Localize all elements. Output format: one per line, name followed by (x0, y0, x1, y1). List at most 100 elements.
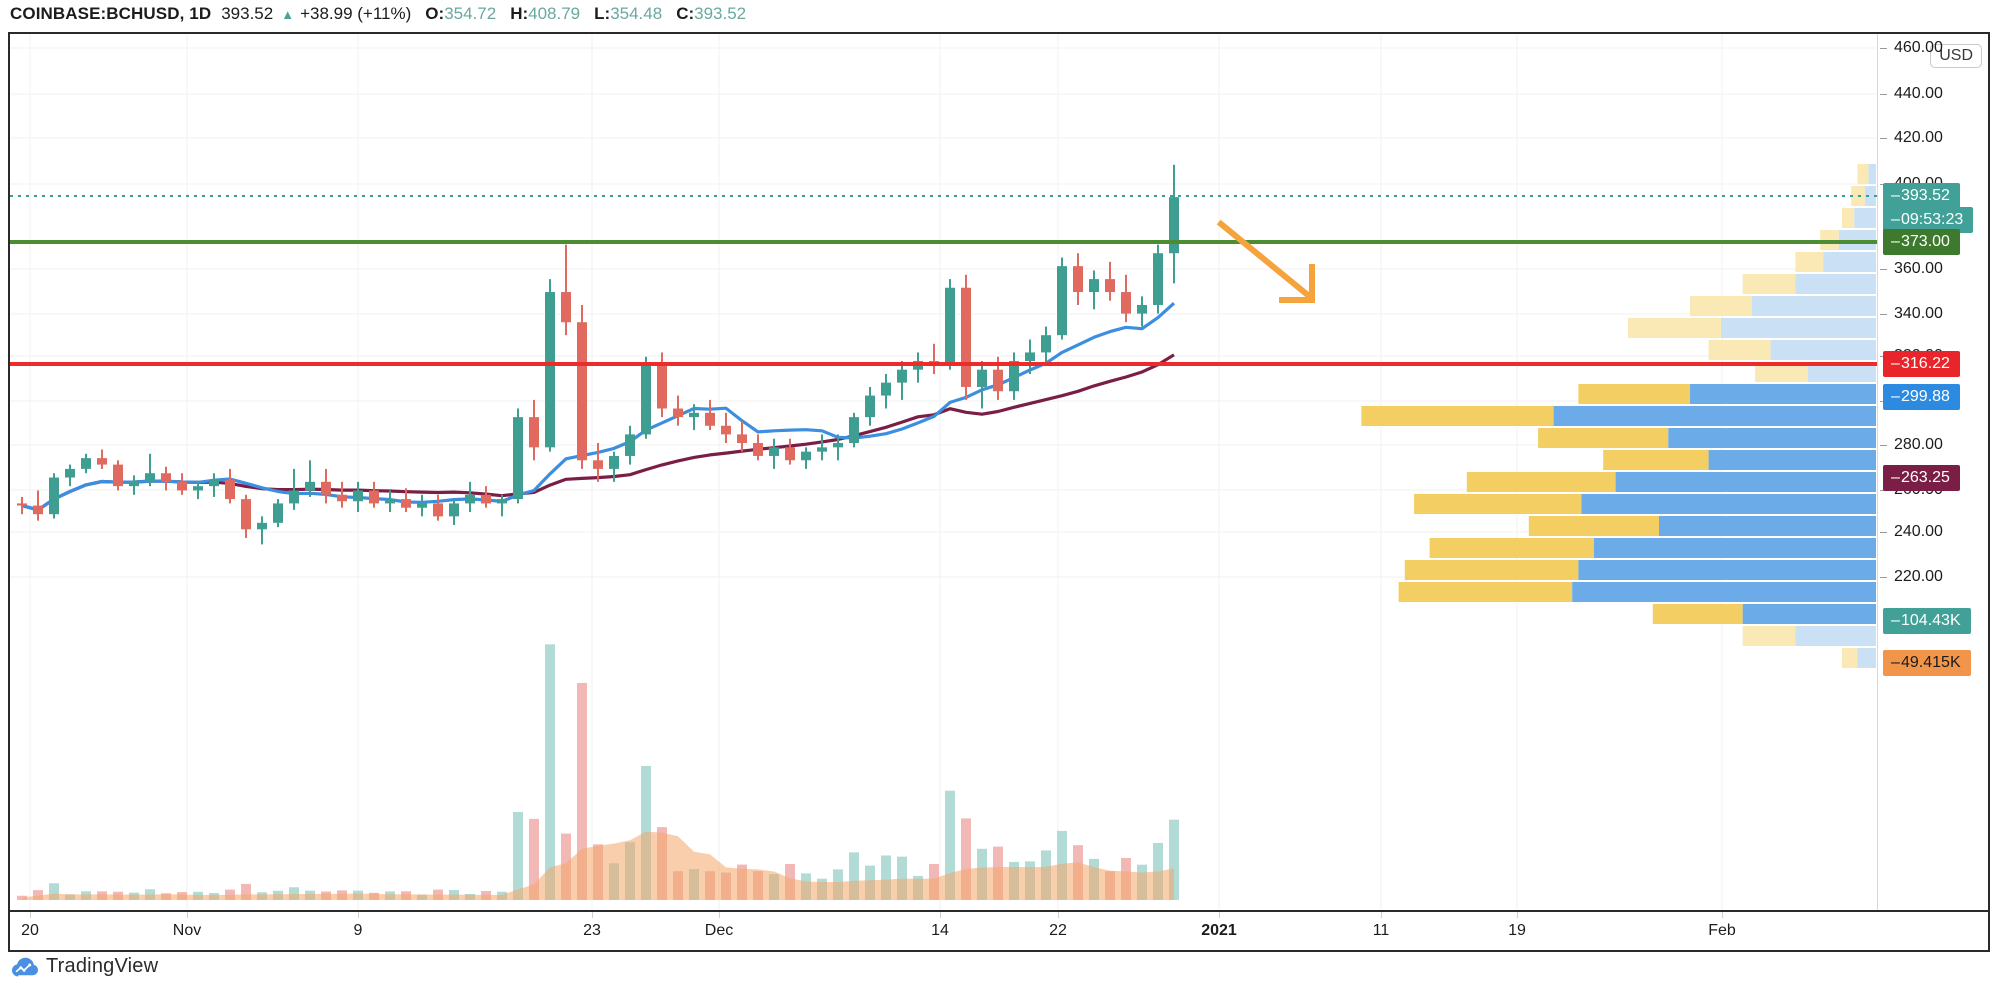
candle-body (385, 499, 395, 504)
candle-body (1073, 266, 1083, 293)
price-axis-label: 280.00 (1894, 436, 1943, 453)
time-axis-label: 11 (1372, 922, 1390, 939)
high-label: H: (510, 4, 529, 23)
last-price-badge[interactable]: –393.52 (1883, 183, 1960, 209)
time-axis[interactable]: 20 Nov 9 23 Dec 14 22 2021 11 19 Feb (8, 912, 1990, 952)
arrow-shaft (1216, 219, 1314, 301)
time-axis-label: Dec (704, 922, 734, 939)
volume-profile-bar-buy (1615, 472, 1876, 492)
orange-arrow-annotation[interactable] (1216, 219, 1315, 303)
volume-bar (289, 887, 299, 900)
ohlc-high: H:408.79 (510, 4, 580, 24)
close-value: 393.52 (694, 4, 747, 23)
candle-body (65, 468, 75, 478)
volume-profile-bar-sell (1404, 560, 1579, 580)
tradingview-branding: TradingView (12, 955, 158, 978)
volume-profile-bar-sell (1628, 318, 1721, 338)
green-level-badge[interactable]: –373.00 (1883, 229, 1960, 255)
candle-body (881, 382, 891, 396)
candle-body (49, 477, 59, 515)
candle-body (961, 287, 971, 387)
price-axis-tick (1880, 532, 1887, 533)
candle-body (465, 494, 475, 504)
volume-profile-bar-sell (1578, 384, 1690, 404)
price-axis-label: 220.00 (1894, 568, 1943, 585)
red-level-badge[interactable]: –316.22 (1883, 351, 1960, 377)
candle-body (993, 369, 1003, 392)
candle-body (369, 490, 379, 504)
candle-body (177, 481, 187, 491)
candle-body (817, 447, 827, 452)
volume-profile-bar-buy (1578, 560, 1876, 580)
volume-profile-bar-sell (1857, 164, 1869, 184)
price-axis-label: 440.00 (1894, 85, 1943, 102)
volume-ma-badge[interactable]: –49.415K (1883, 650, 1971, 676)
time-axis-label: Nov (172, 922, 202, 939)
candle-body (1121, 292, 1131, 314)
volume-bar (881, 855, 891, 900)
currency-badge[interactable]: USD (1930, 44, 1982, 68)
volume-profile-bar-buy (1572, 582, 1876, 602)
candle-body (865, 395, 875, 418)
candle-body (689, 412, 699, 418)
price-axis[interactable]: USD 460.00440.00420.00400.00360.00340.00… (1877, 34, 1988, 910)
arrow-head (1279, 264, 1315, 303)
time-axis-label: 2021 (1201, 922, 1237, 939)
candle-body (337, 494, 347, 502)
open-label: O: (425, 4, 445, 23)
time-axis-tick (1517, 912, 1518, 918)
volume-profile-bar-buy (1857, 648, 1876, 668)
candle-body (417, 503, 427, 508)
candle-body (849, 417, 859, 444)
countdown-badge[interactable]: –09:53:23 (1883, 207, 1974, 233)
volume-bar (545, 644, 555, 900)
volume-profile-bar-buy (1721, 318, 1876, 338)
blue-ma-badge[interactable]: –299.88 (1883, 384, 1960, 410)
volume-bar (241, 883, 251, 900)
candle-body (545, 292, 555, 448)
volume-profile-bar-buy (1553, 406, 1876, 426)
volume-profile-bar-buy (1854, 208, 1876, 228)
chart-plot-area[interactable] (10, 34, 1878, 910)
volume-bar (945, 790, 955, 900)
volume-profile-bar-buy (1668, 428, 1876, 448)
time-axis-tick (358, 912, 359, 918)
candle-body (353, 490, 363, 502)
tradingview-cloud-icon (12, 957, 38, 976)
volume-bar (513, 811, 523, 900)
ohlc-close: C:393.52 (676, 4, 746, 24)
last-price-value: 393.52 (221, 4, 274, 23)
time-axis-tick (1722, 912, 1723, 918)
symbol-label[interactable]: COINBASE:BCHUSD, 1D (10, 4, 212, 23)
volume-profile-bar-sell (1755, 362, 1808, 382)
price-axis-tick (1880, 138, 1887, 139)
time-axis-label: Feb (1708, 922, 1736, 939)
volume-profile-bar-sell (1538, 428, 1669, 448)
volume-profile-bar-sell (1708, 340, 1771, 360)
volume-profile-bar-buy (1690, 384, 1876, 404)
purple-ma-badge[interactable]: –263.25 (1883, 465, 1960, 491)
candle-body (1105, 279, 1115, 293)
candlestick-plot[interactable] (10, 34, 1878, 910)
volume-bar (225, 889, 235, 900)
candle-body (609, 455, 619, 469)
candle-body (289, 490, 299, 504)
candle-body (257, 522, 267, 530)
volume-profile-bar-buy (1807, 362, 1876, 382)
candle-body (897, 369, 907, 383)
candle-body (529, 417, 539, 448)
time-axis-tick (592, 912, 593, 918)
volume-profile-bar-buy (1593, 538, 1876, 558)
volume-bar (897, 856, 907, 900)
candle-body (209, 479, 219, 487)
volume-badge[interactable]: –104.43K (1883, 608, 1971, 634)
volume-profile-bar-sell (1841, 208, 1855, 228)
low-label: L: (594, 4, 611, 23)
price-axis-tick (1880, 48, 1887, 49)
price-axis-label: 340.00 (1894, 305, 1943, 322)
price-axis-tick (1880, 269, 1887, 270)
candle-body (833, 443, 843, 448)
time-axis-tick (940, 912, 941, 918)
candle-body (721, 425, 731, 435)
candle-body (497, 499, 507, 504)
